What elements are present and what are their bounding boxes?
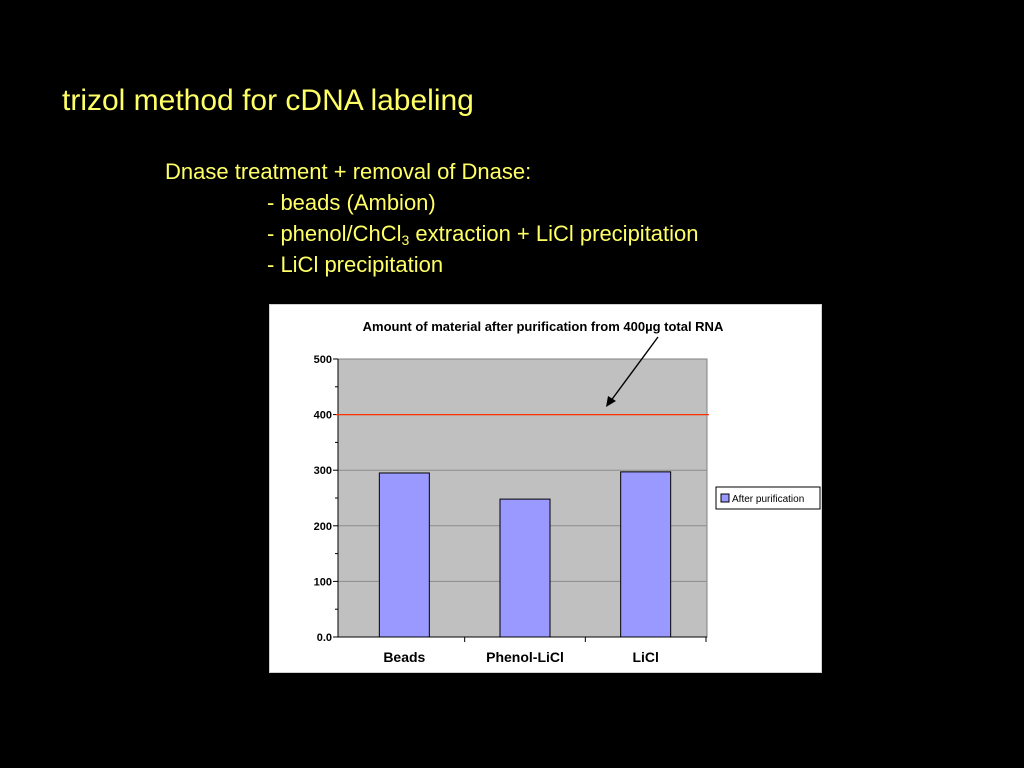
- legend-box: [715, 486, 821, 510]
- x-tick-label: Phenol-LiCl: [486, 649, 564, 665]
- bullet-line-2: - phenol/ChCl3 extraction + LiCl precipi…: [165, 218, 699, 249]
- y-tick-label: 500: [314, 354, 332, 366]
- bullet-line-1: - beads (Ambion): [165, 187, 699, 218]
- bullet-line-0: Dnase treatment + removal of Dnase:: [165, 156, 699, 187]
- x-tick-label: Beads: [383, 649, 425, 665]
- legend-swatch: [720, 493, 730, 503]
- bullet-text: - LiCl precipitation: [267, 252, 444, 277]
- bar: [499, 498, 551, 638]
- bullet-list: Dnase treatment + removal of Dnase: - be…: [165, 156, 699, 280]
- y-tick-label: 300: [314, 465, 332, 477]
- y-tick-label: 0.0: [317, 632, 332, 644]
- annotation-arrow: [609, 336, 659, 403]
- bullet-text: Dnase treatment + removal of Dnase:: [165, 159, 532, 184]
- bar-chart: Amount of material after purification fr…: [314, 319, 821, 665]
- chart-title: Amount of material after purification fr…: [363, 319, 724, 334]
- y-tick-label: 400: [314, 410, 332, 422]
- bar: [378, 472, 430, 638]
- bullet-text: - beads (Ambion): [267, 190, 436, 215]
- bullet-text-post: extraction + LiCl precipitation: [409, 221, 699, 246]
- legend-label: After purification: [732, 494, 804, 505]
- slide-title: trizol method for cDNA labeling: [62, 84, 474, 117]
- chart-frame: Amount of material after purification fr…: [269, 304, 822, 673]
- annotation-arrowhead: [606, 396, 616, 407]
- y-tick-label: 100: [314, 576, 332, 588]
- x-tick-label: LiCl: [632, 649, 658, 665]
- bullet-line-3: - LiCl precipitation: [165, 249, 699, 280]
- bullet-subscript: 3: [401, 232, 410, 248]
- bullet-text: - phenol/ChCl: [267, 221, 402, 246]
- y-tick-label: 200: [314, 521, 332, 533]
- bar: [620, 471, 672, 638]
